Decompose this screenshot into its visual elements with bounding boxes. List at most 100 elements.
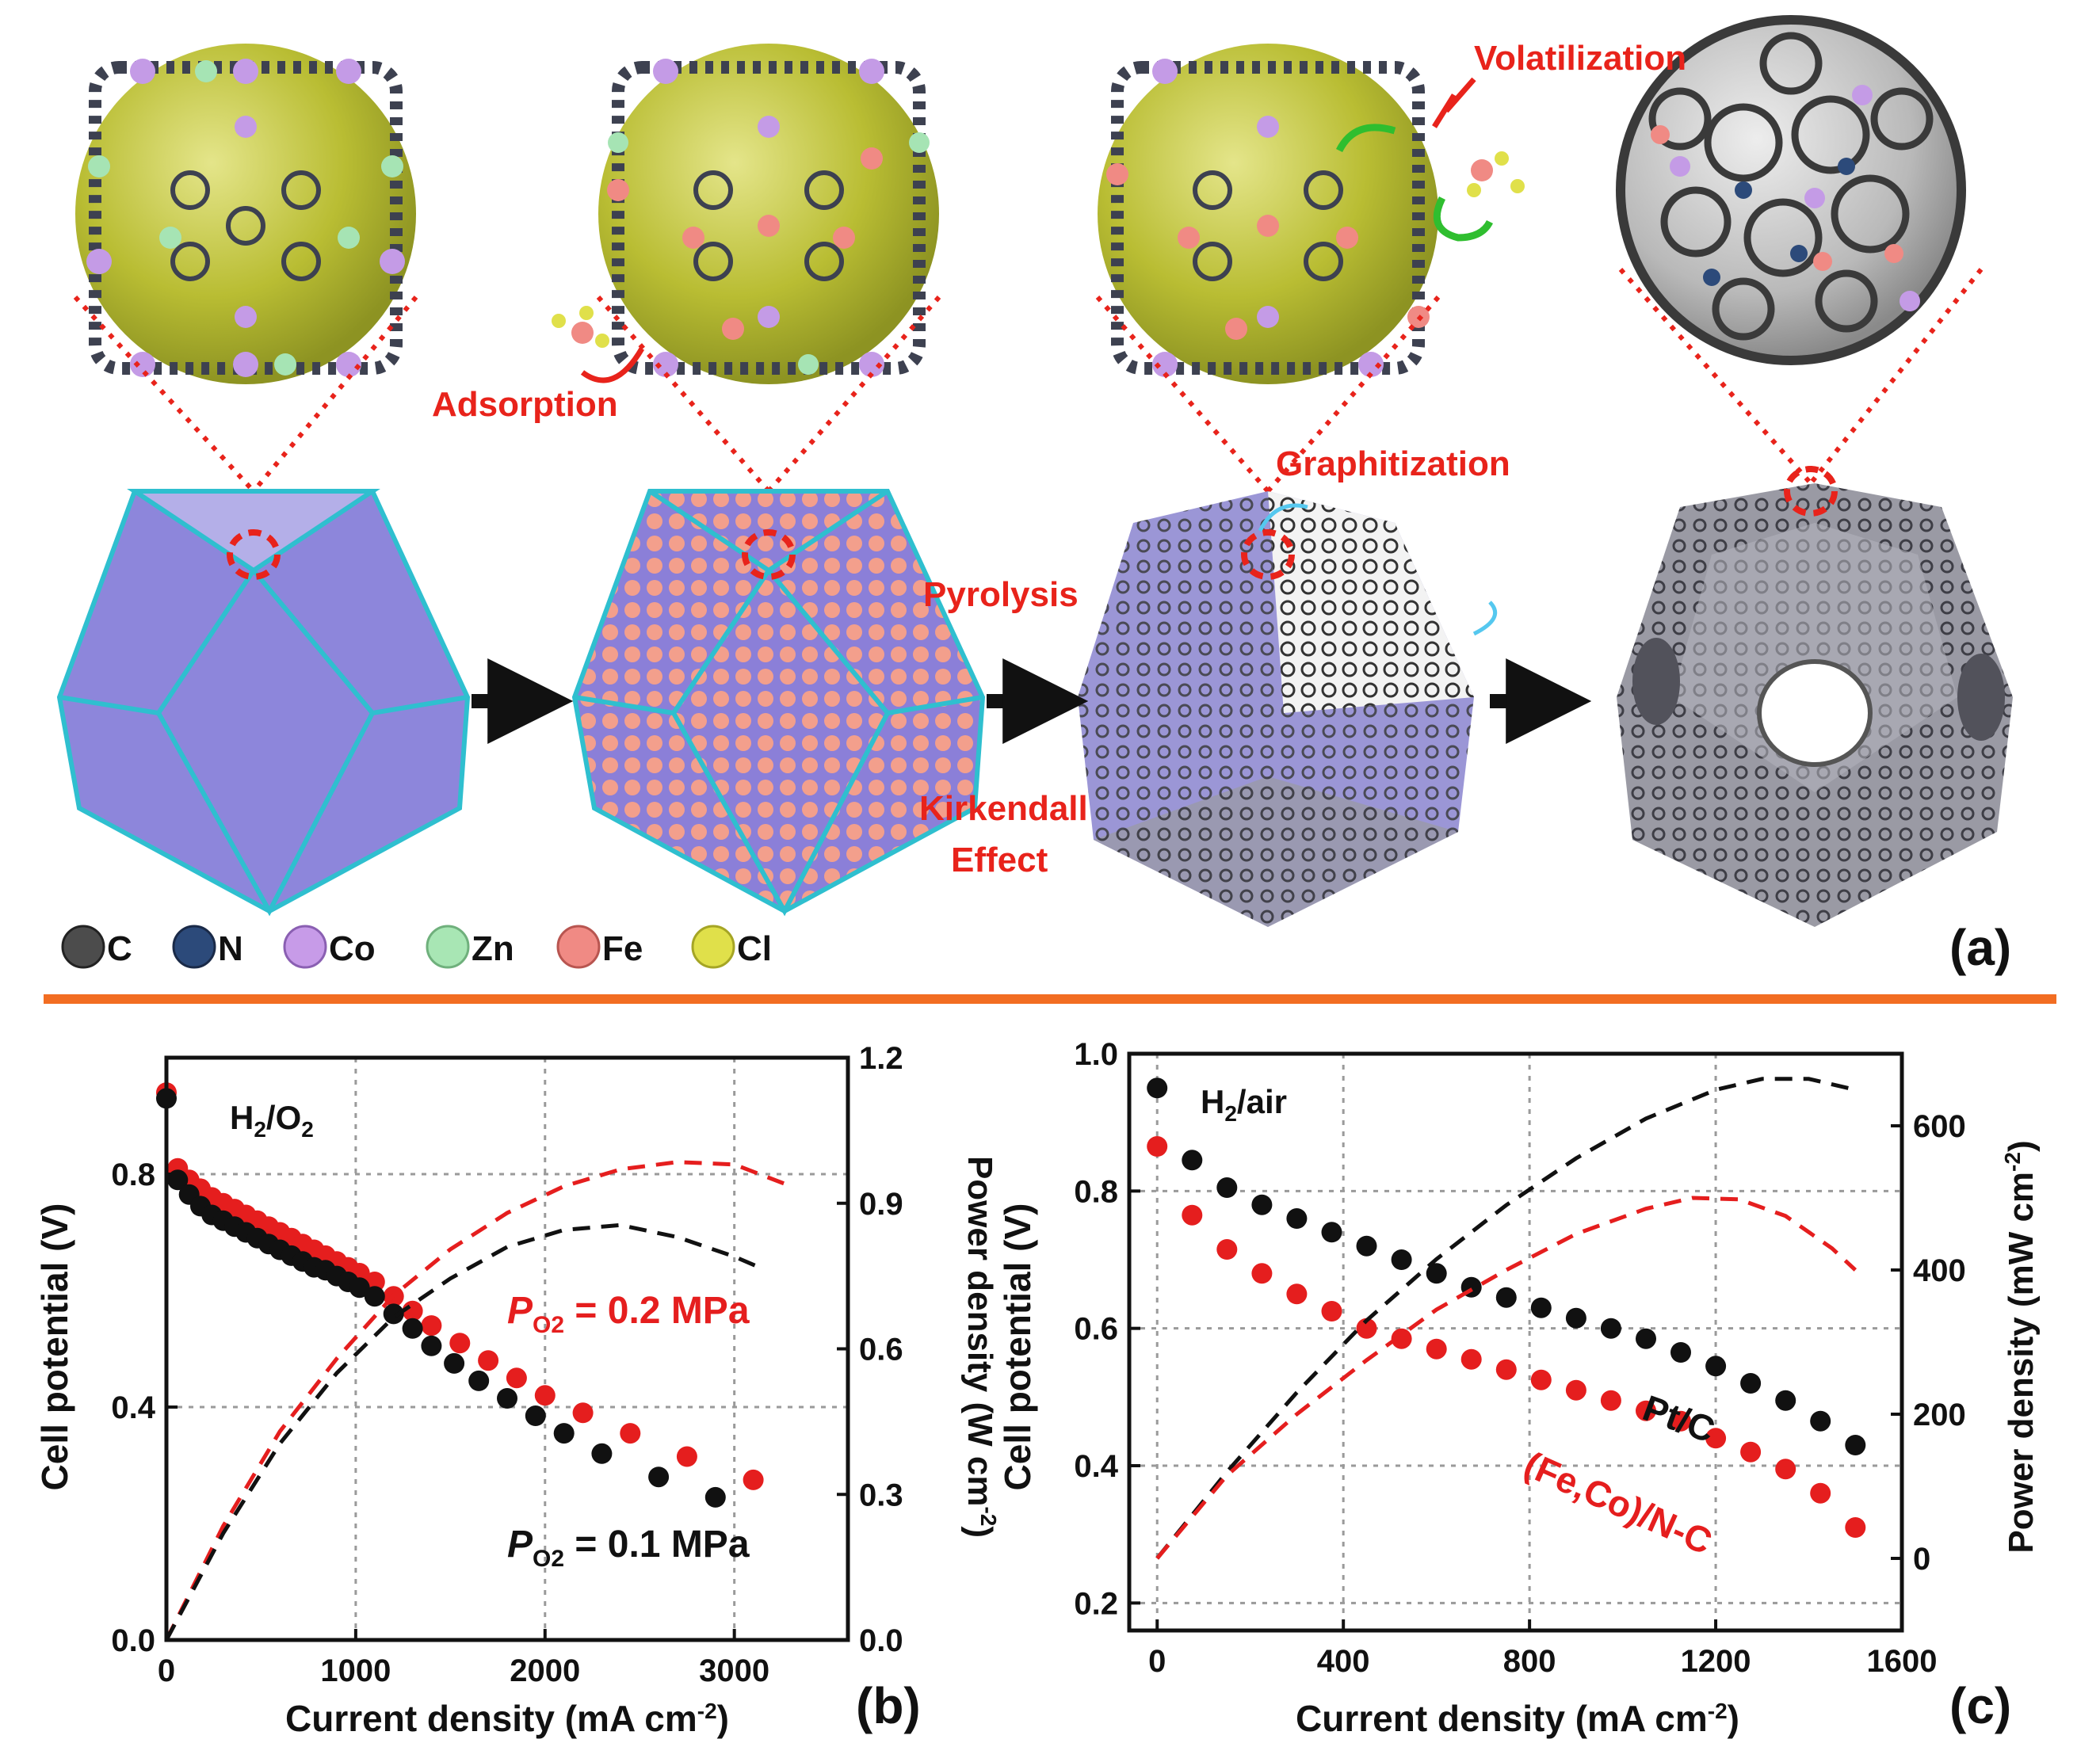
panel-c-xtick-label: 0 [1148, 1644, 1166, 1679]
pyrolysis-label: Pyrolysis [923, 575, 1079, 614]
panel-b-power-curve-2 [164, 1160, 792, 1642]
panel-c-point-s1-14 [1636, 1400, 1656, 1421]
panel-c-y2label: Power density (mW cm-2) [2000, 1140, 2041, 1553]
panel-c-h2air-label: H2/air [1201, 1083, 1287, 1126]
panel-c-point-s1-8 [1426, 1338, 1447, 1360]
panel-c-point-s0-13 [1600, 1318, 1621, 1339]
panel-c-point-s0-0 [1147, 1077, 1168, 1099]
panel-a-label: (a) [1949, 919, 2011, 976]
panel-c-point-s0-10 [1495, 1287, 1517, 1308]
panel-c-point-s1-4 [1286, 1283, 1308, 1305]
panel-c-xlabel: Current density (mA cm-2) [1296, 1698, 1739, 1739]
adsorption-label: Adsorption [432, 385, 618, 424]
panel-b-point-s1-18 [364, 1286, 385, 1307]
panel-c-point-s1-2 [1216, 1239, 1238, 1260]
panel-c-point-s0-14 [1636, 1328, 1656, 1349]
panel-b-xtick-label: 3000 [699, 1653, 769, 1688]
panel-b-point-s1-27 [591, 1443, 613, 1464]
panel-c-xtick-label: 800 [1503, 1644, 1556, 1679]
panel-c-xtick-label: 400 [1317, 1644, 1370, 1679]
legend-fe: Fe [602, 929, 643, 968]
panel-c-point-s1-7 [1391, 1328, 1412, 1349]
panel-c-point-s0-7 [1391, 1249, 1412, 1270]
panel-c-point-s1-13 [1600, 1390, 1621, 1411]
panel-c-point-s1-3 [1251, 1263, 1273, 1284]
effect-label: Effect [951, 841, 1048, 879]
panel-c-point-s0-4 [1286, 1208, 1308, 1229]
panel-c-y2tick-label: 0 [1913, 1542, 1930, 1577]
panel-b-point-s0-22 [449, 1333, 471, 1354]
panel-b-point-s0-24 [506, 1367, 527, 1389]
panel-c-power-curve-2 [1155, 1077, 1856, 1560]
adsorption-arrow [580, 347, 645, 383]
fe-adsorbed-dodecahedron [571, 489, 986, 917]
legend-zn: Zn [472, 929, 514, 968]
panel-b-point-s1-28 [648, 1466, 670, 1488]
panel-c-xtick-label: 1200 [1681, 1644, 1751, 1679]
volatilization-bolt [1432, 77, 1476, 128]
hollow-polyhedron [1617, 466, 2013, 927]
panel-b-xtick-label: 0 [158, 1653, 175, 1688]
legend-n-ball [172, 925, 216, 969]
panel-c-point-s0-2 [1216, 1177, 1238, 1198]
panel-c-point-s1-1 [1182, 1204, 1203, 1226]
panel-b-point-s1-23 [468, 1370, 490, 1391]
panel-c-point-s1-0 [1147, 1136, 1168, 1157]
panel-b-point-s0-21 [421, 1315, 442, 1337]
panel-c-point-s0-19 [1810, 1410, 1831, 1432]
panel-c-point-s1-17 [1740, 1441, 1762, 1463]
panel-c-point-s0-8 [1426, 1263, 1447, 1284]
panel-c-ytick-label: 0.8 [1074, 1174, 1118, 1209]
panel-c-ytick-label: 0.6 [1074, 1312, 1118, 1347]
carbon-cage-zoom-4 [1616, 15, 1966, 365]
graphitization-label: Graphitization [1276, 444, 1510, 483]
panel-b-point-s0-27 [620, 1423, 641, 1444]
panel-c-ptc-label: Pt/C [1638, 1387, 1720, 1451]
panel-b-point-s1-25 [525, 1405, 546, 1426]
legend-co: Co [329, 929, 376, 968]
panel-c-point-s1-9 [1460, 1348, 1482, 1370]
panel-b-grid [166, 1058, 848, 1640]
panel-b-point-s0-23 [478, 1350, 499, 1371]
panel-b-xlabel: Current density (mA cm-2) [285, 1698, 729, 1739]
kirkendall-label: Kirkendall [919, 789, 1088, 828]
pyrolyzed-polyhedron [1078, 491, 1498, 927]
panel-b-y2tick-label: 0.0 [859, 1623, 903, 1658]
panel-b-ytick-label: 0.8 [111, 1158, 155, 1192]
panel-c-point-s0-3 [1251, 1194, 1273, 1215]
zoom-lines [73, 268, 1984, 494]
legend-c-ball [61, 925, 105, 969]
panel-c-point-s1-11 [1530, 1369, 1552, 1390]
panel-b-ticks: 0 1000 2000 3000 0.0 0.4 0.8 0.0 0.3 0.6 0.9 1.2 [111, 1041, 903, 1688]
panel-c-point-s0-5 [1321, 1222, 1342, 1243]
panel-c-frame [1127, 1051, 1904, 1633]
legend-c: C [107, 929, 132, 968]
panel-c-series [1147, 1077, 1866, 1560]
cavity-hole [1757, 659, 1873, 767]
panel-b-y2label: Power density (W cm-2) [960, 1156, 1001, 1538]
panel-b-series [156, 1082, 792, 1642]
panel-c-point-s1-5 [1321, 1301, 1342, 1322]
panel-c-point-s0-16 [1705, 1356, 1727, 1377]
panel-b-annotation-02mpa: PO2 = 0.2 MPa [507, 1290, 750, 1338]
panel-c-point-s0-1 [1182, 1150, 1203, 1171]
panel-c-point-s1-10 [1495, 1359, 1517, 1380]
panel-c-grid [1129, 1054, 1902, 1630]
panel-b-y2tick-label: 0.9 [859, 1187, 903, 1222]
volatilization-label: Volatilization [1474, 39, 1686, 78]
panel-c-y2tick-label: 400 [1913, 1253, 1966, 1288]
panel-b-point-s1-21 [421, 1335, 442, 1356]
panel-b-point-s1-24 [497, 1388, 517, 1409]
panel-c-ytick-label: 1.0 [1074, 1037, 1118, 1072]
panel-b-xtick-label: 2000 [510, 1653, 580, 1688]
panel-c-ytick-label: 0.4 [1074, 1449, 1118, 1484]
panel-b-point-s0-25 [534, 1385, 556, 1406]
panel-b-label: (b) [856, 1677, 921, 1734]
panel-c-ytick-label: 0.2 [1074, 1586, 1118, 1621]
panel-a-schematic: Adsorption Volatilization Graphitization… [56, 15, 2013, 976]
panel-b-point-s1-17 [349, 1277, 370, 1299]
panel-c-point-s0-15 [1670, 1342, 1691, 1363]
panel-c-point-s1-6 [1356, 1318, 1377, 1339]
panel-c-point-s0-18 [1775, 1390, 1796, 1411]
panel-b-point-s0-26 [572, 1402, 594, 1424]
